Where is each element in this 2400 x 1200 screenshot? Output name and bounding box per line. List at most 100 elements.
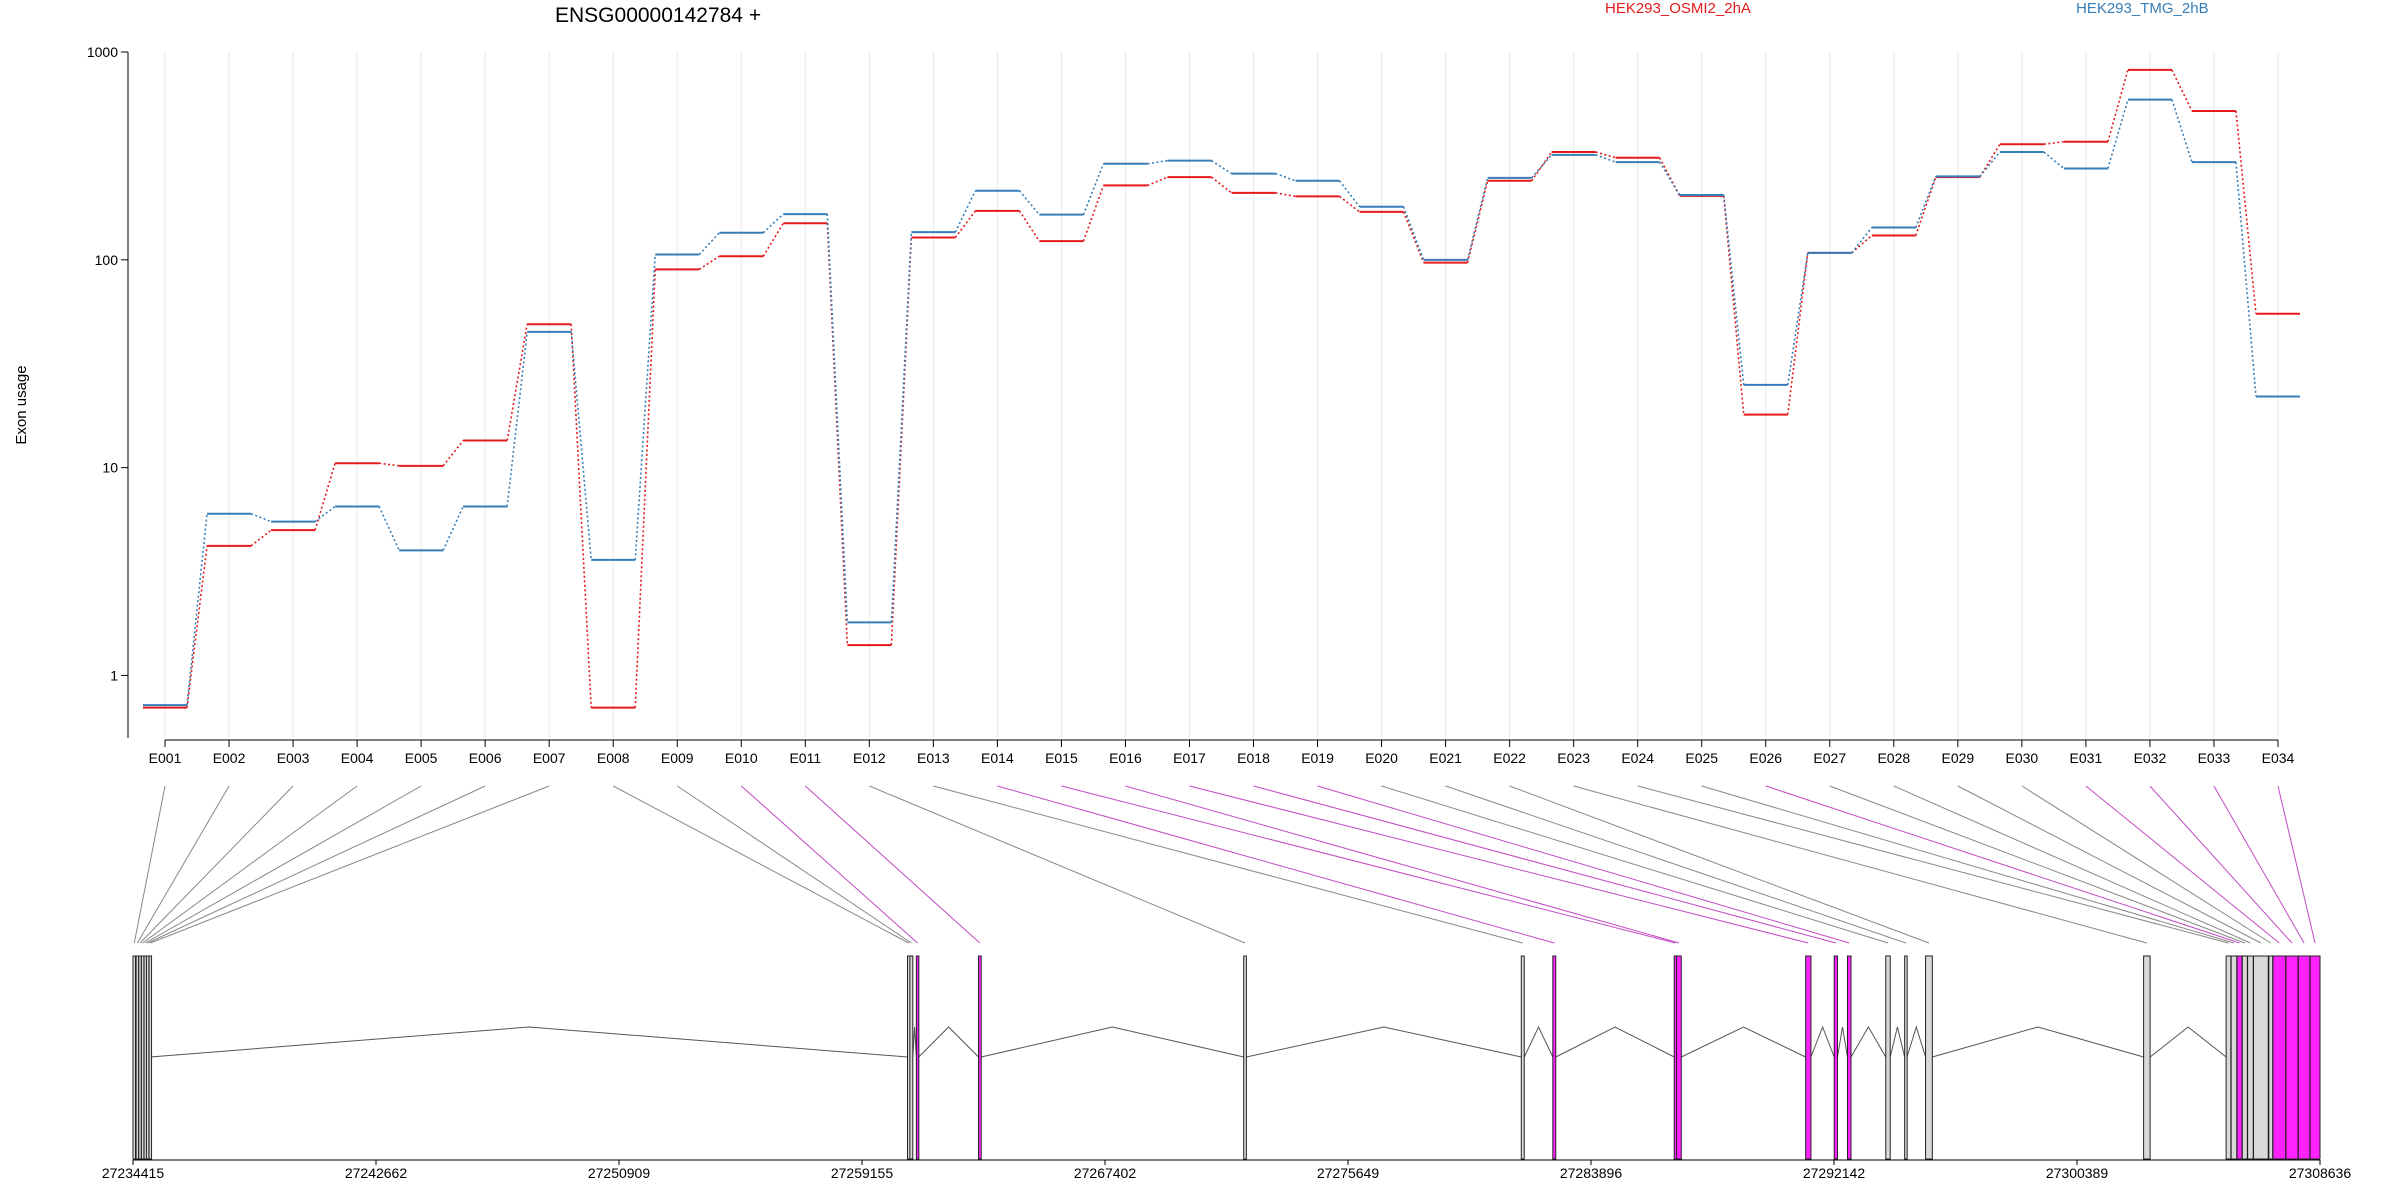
x-tick-label: E023 bbox=[1557, 750, 1590, 766]
connector-segment bbox=[1595, 154, 1616, 163]
y-axis: 1 10 100 1000 bbox=[87, 44, 129, 738]
intron-line bbox=[2149, 1026, 2227, 1058]
connector-segment bbox=[314, 462, 336, 531]
x-tick-label: E015 bbox=[1045, 750, 1078, 766]
exon-box bbox=[135, 955, 140, 1160]
x-tick-label: E009 bbox=[661, 750, 694, 766]
connector-segment bbox=[1466, 177, 1489, 261]
series-1 bbox=[143, 68, 2300, 709]
exon-box bbox=[1520, 955, 1525, 1160]
x-tick-label: E011 bbox=[789, 750, 821, 766]
exon-connector-line bbox=[2213, 785, 2305, 944]
coordinate-label: 27275649 bbox=[1317, 1165, 1380, 1181]
series-lines bbox=[143, 68, 2300, 709]
exon-connector-line bbox=[1381, 785, 1889, 944]
connector-segment bbox=[1082, 163, 1105, 215]
x-tick-label: E025 bbox=[1685, 750, 1718, 766]
connector-segment bbox=[1338, 180, 1361, 208]
intron-line bbox=[1681, 1026, 1806, 1058]
connector-segment bbox=[314, 505, 336, 523]
exon-connector-line bbox=[2149, 785, 2293, 944]
exon-connector-line bbox=[740, 785, 918, 944]
connector-segment bbox=[1018, 210, 1041, 242]
connector-segment bbox=[954, 190, 977, 233]
coordinate-label: 27300389 bbox=[2046, 1165, 2109, 1181]
x-tick-label: E033 bbox=[2198, 750, 2231, 766]
exon-connector-line bbox=[1957, 785, 2262, 944]
exon-box bbox=[2230, 955, 2238, 1160]
intron-line bbox=[1523, 1025, 1554, 1058]
exon-box bbox=[978, 955, 982, 1160]
exon-connectors bbox=[133, 785, 2316, 944]
x-tick-label: E027 bbox=[1813, 750, 1846, 766]
connector-segment bbox=[1915, 176, 1937, 228]
coordinate-label: 27292142 bbox=[1803, 1165, 1866, 1181]
connector-segment bbox=[442, 506, 464, 551]
exon-connector-line bbox=[2277, 785, 2316, 944]
x-tick-label: E010 bbox=[725, 750, 758, 766]
connector-segment bbox=[1466, 180, 1489, 263]
connector-segment bbox=[890, 232, 913, 623]
connector-segment bbox=[634, 254, 657, 560]
x-tick-label: E028 bbox=[1877, 750, 1910, 766]
connector-segment bbox=[186, 545, 208, 708]
connector-segment bbox=[1851, 234, 1873, 254]
exon-box bbox=[2247, 955, 2254, 1160]
exon-connector-line bbox=[1701, 785, 2235, 944]
connector-segment bbox=[1275, 192, 1296, 198]
exon-box bbox=[1243, 955, 1247, 1160]
y-tick-label: 1000 bbox=[87, 44, 118, 60]
intron-line bbox=[1246, 1026, 1522, 1058]
intron-line bbox=[1836, 1026, 1848, 1058]
exon-connector-line bbox=[1253, 785, 1836, 944]
exon-box bbox=[1846, 955, 1852, 1160]
exon-box bbox=[2241, 955, 2248, 1160]
exon-box bbox=[1885, 955, 1891, 1160]
exon-connector-line bbox=[1061, 785, 1676, 944]
exon-connector-line bbox=[1573, 785, 2147, 944]
connector-segment bbox=[379, 462, 400, 467]
exon-connector-line bbox=[933, 785, 1523, 944]
exon-connector-line bbox=[145, 785, 422, 944]
intron-line bbox=[1555, 1026, 1675, 1058]
x-tick-label: E029 bbox=[1941, 750, 1974, 766]
connector-segment bbox=[1211, 159, 1232, 175]
exon-connector-line bbox=[1509, 785, 1930, 944]
exon-box bbox=[2253, 955, 2269, 1160]
exon-connector-line bbox=[804, 785, 981, 944]
x-tick-label: E034 bbox=[2262, 750, 2295, 766]
coordinate-label: 27234415 bbox=[102, 1165, 165, 1181]
connector-segment bbox=[1786, 252, 1809, 386]
exon-box bbox=[1833, 955, 1838, 1160]
exon-connector-line bbox=[1189, 785, 1809, 944]
connector-segment bbox=[1722, 195, 1745, 415]
x-tick-label: E008 bbox=[597, 750, 630, 766]
x-tick-label: E016 bbox=[1109, 750, 1142, 766]
exon-connector-line bbox=[612, 785, 909, 944]
exon-connector-line bbox=[1893, 785, 2251, 944]
x-tick-label: E004 bbox=[341, 750, 374, 766]
intron-line bbox=[1810, 1025, 1835, 1058]
x-tick-label: E022 bbox=[1493, 750, 1526, 766]
intron-line bbox=[912, 1026, 917, 1058]
exon-box bbox=[2309, 955, 2321, 1160]
intron-line bbox=[918, 1026, 979, 1058]
connector-segment bbox=[250, 529, 272, 547]
x-tick-label: E014 bbox=[981, 750, 1014, 766]
exon-box bbox=[915, 955, 920, 1160]
connector-segment bbox=[2043, 140, 2064, 146]
connector-segment bbox=[954, 210, 977, 239]
connector-segment bbox=[698, 232, 720, 256]
coordinate-label: 27267402 bbox=[1074, 1165, 1137, 1181]
exon-connector-line bbox=[676, 785, 912, 944]
exon-box bbox=[132, 955, 136, 1160]
exon-box bbox=[1805, 955, 1812, 1160]
intron-line bbox=[981, 1026, 1244, 1058]
connector-segment bbox=[570, 324, 593, 708]
exon-box bbox=[1676, 955, 1682, 1160]
x-axis: E001 E002 E003 E004 E005 E006 E007 E008 E009 E010… bbox=[149, 739, 2295, 766]
exon-connector-line bbox=[150, 785, 550, 944]
genomic-coordinate-axis: 27234415 27242662 27250909 27259155 27267402… bbox=[102, 1159, 2351, 1181]
exon-connector-line bbox=[2085, 785, 2280, 944]
connector-segment bbox=[186, 513, 208, 706]
